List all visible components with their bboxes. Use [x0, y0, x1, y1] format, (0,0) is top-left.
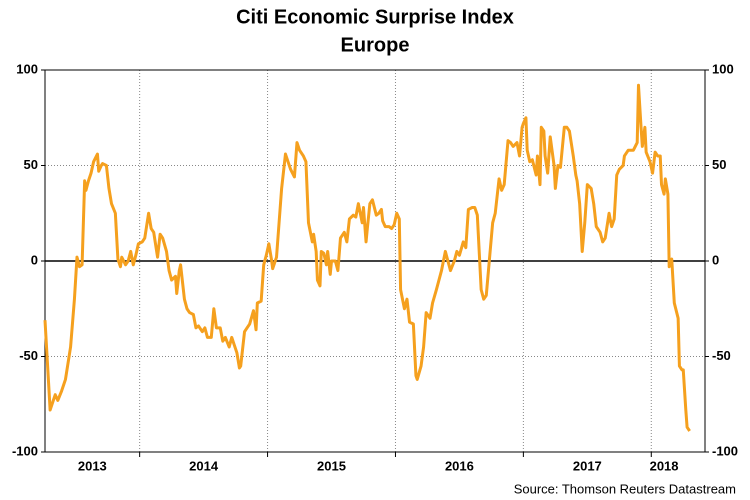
x-tick-label: 2016: [445, 458, 474, 473]
x-tick-label: 2013: [78, 458, 107, 473]
x-tick-label: 2015: [317, 458, 346, 473]
y2-tick-label: -50: [712, 348, 731, 363]
x-tick-label: 2014: [189, 458, 219, 473]
y2-tick-label: 0: [712, 252, 719, 267]
plot-frame: [44, 69, 706, 453]
x-tick-label: 2017: [573, 458, 602, 473]
data-line: [43, 83, 691, 432]
y-tick-label: 0: [31, 252, 38, 267]
y-tick-label: -100: [12, 443, 38, 458]
y-tick-label: -50: [19, 348, 38, 363]
chart-title: Citi Economic Surprise Index: [236, 6, 514, 28]
y2-tick-label: -100: [712, 443, 738, 458]
y2-tick-label: 50: [712, 157, 726, 172]
y-tick-label: 50: [24, 157, 38, 172]
chart-subtitle: Europe: [341, 34, 410, 56]
x-tick-label: 2018: [650, 458, 679, 473]
y2-tick-label: 100: [712, 61, 734, 76]
source-note: Source: Thomson Reuters Datastream: [514, 481, 736, 496]
y-tick-label: 100: [16, 61, 38, 76]
